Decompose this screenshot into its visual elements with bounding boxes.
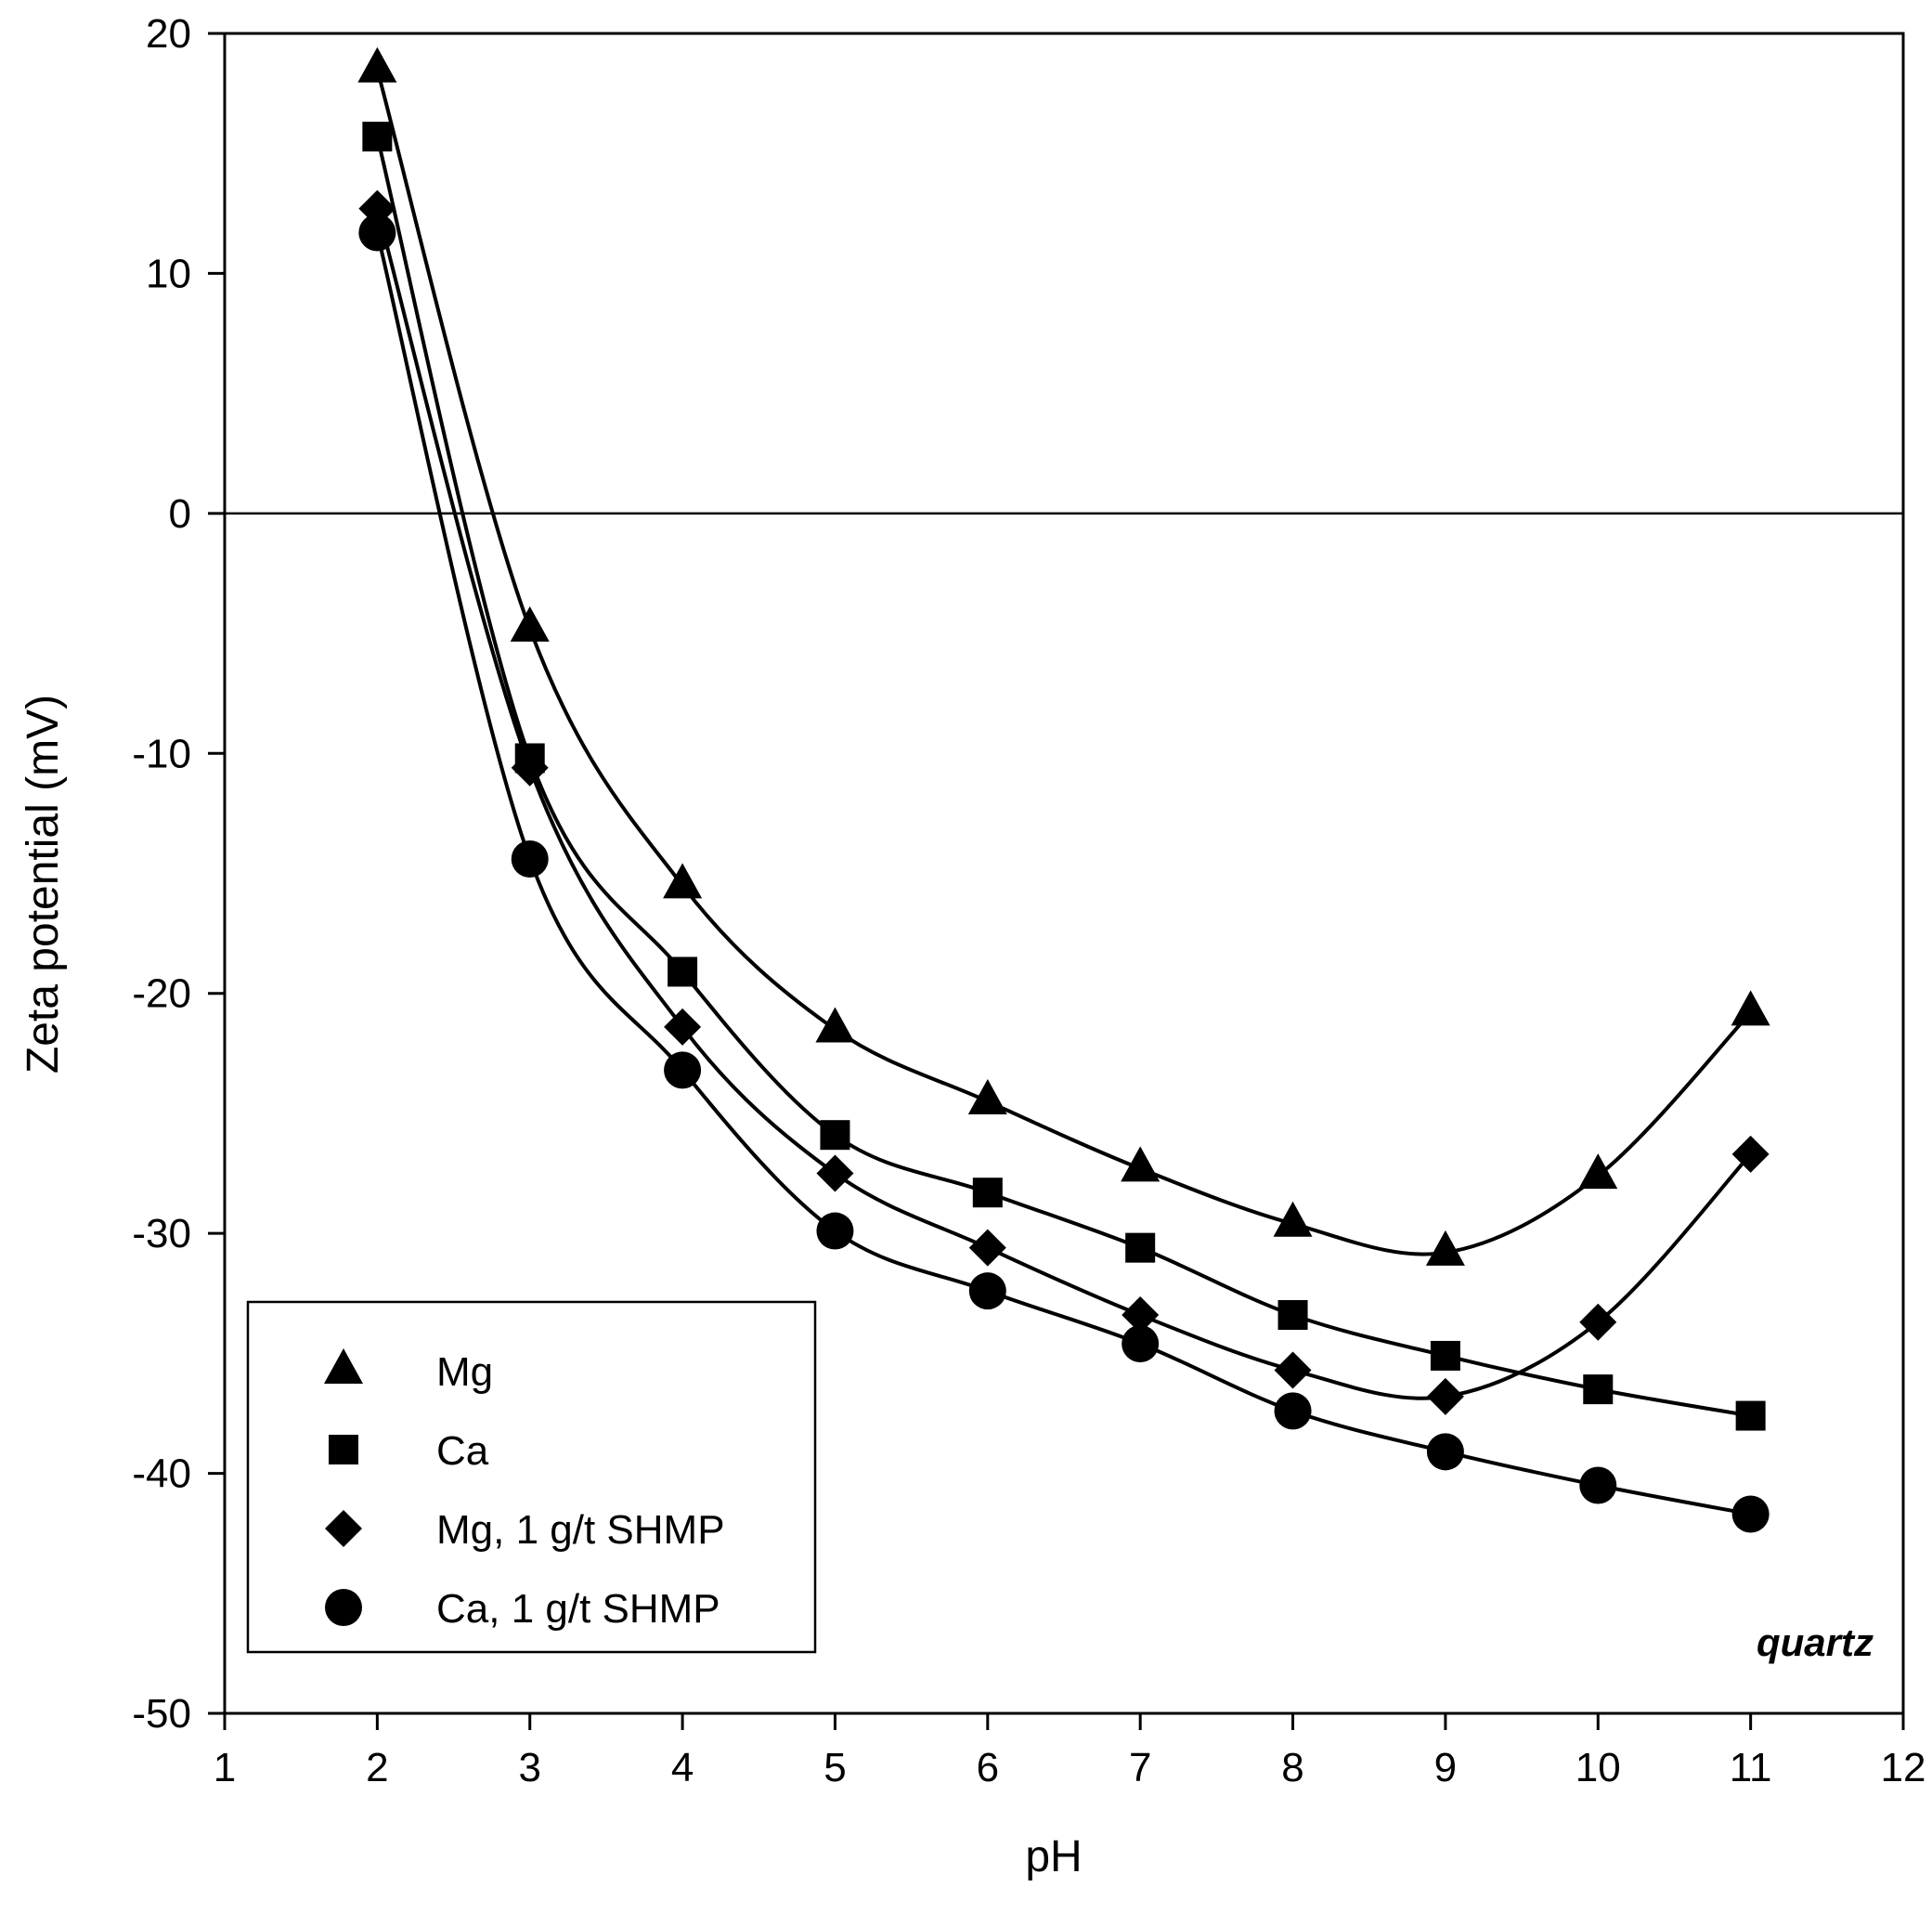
data-point (1578, 1153, 1618, 1190)
data-point (972, 1178, 1003, 1208)
y-tick-label: -20 (132, 971, 191, 1017)
data-point (968, 1229, 1006, 1267)
data-point (510, 605, 550, 642)
legend: Mg Ca Mg, 1 g/t SHMP Ca, 1 g/t SHMP (246, 1300, 817, 1654)
legend-label: Mg (436, 1349, 493, 1395)
data-point (1274, 1392, 1312, 1430)
series-square (362, 122, 1766, 1431)
series-diamond (358, 189, 1770, 1415)
data-point (1121, 1146, 1160, 1182)
x-tick-label: 7 (1129, 1745, 1151, 1790)
x-tick-label: 6 (977, 1745, 999, 1790)
y-tick-label: 10 (146, 251, 191, 296)
plot-frame (223, 32, 1905, 1715)
legend-label: Ca (436, 1428, 489, 1474)
data-point (816, 1212, 854, 1250)
data-point (664, 1051, 702, 1089)
series-circle (358, 214, 1770, 1533)
data-point (1731, 990, 1770, 1026)
data-point (1731, 1135, 1770, 1173)
data-point (968, 1272, 1006, 1310)
data-point (1274, 1351, 1312, 1389)
legend-entry: Mg, 1 g/t SHMP (325, 1507, 725, 1553)
legend-marker (329, 1435, 358, 1464)
data-point (1277, 1300, 1308, 1331)
data-point (668, 956, 698, 987)
series-line (375, 136, 1751, 1418)
x-tick-label: 12 (1881, 1745, 1926, 1790)
x-tick-label: 9 (1434, 1745, 1457, 1790)
legend-entry: Ca, 1 g/t SHMP (325, 1586, 720, 1632)
data-point (1583, 1374, 1614, 1405)
data-point (820, 1120, 850, 1151)
y-tick-label: 20 (146, 11, 191, 57)
data-point (511, 748, 549, 787)
data-point (816, 1154, 854, 1192)
x-axis-label: pH (1025, 1832, 1082, 1881)
y-tick-label: -40 (132, 1451, 191, 1497)
x-tick-label: 2 (366, 1745, 388, 1790)
series-layer (357, 46, 1770, 1533)
data-point (1122, 1296, 1160, 1334)
x-tick-label: 8 (1281, 1745, 1303, 1790)
legend-marker (325, 1510, 362, 1547)
x-tick-label: 5 (823, 1745, 846, 1790)
data-point (1426, 1433, 1464, 1471)
data-point (1425, 1230, 1465, 1266)
data-point (1731, 1495, 1770, 1533)
y-tick-label: -30 (132, 1211, 191, 1256)
legend-marker (324, 1348, 363, 1384)
data-point (663, 863, 703, 899)
data-point (1273, 1201, 1313, 1237)
x-tick-label: 4 (671, 1745, 694, 1790)
data-point (1579, 1303, 1617, 1341)
data-point (967, 1079, 1007, 1115)
data-point (1125, 1232, 1156, 1263)
data-point (815, 1007, 855, 1043)
legend-entry: Mg (324, 1348, 493, 1395)
legend-label: Mg, 1 g/t SHMP (436, 1507, 725, 1553)
data-point (357, 46, 397, 83)
y-axis-label: Zeta potential (mV) (19, 695, 68, 1074)
x-tick-label: 10 (1575, 1745, 1621, 1790)
data-point (664, 1008, 702, 1046)
legend-marker (325, 1589, 362, 1626)
series-triangle (357, 46, 1770, 1266)
data-point (1426, 1377, 1464, 1415)
x-tick-label: 11 (1730, 1745, 1772, 1790)
y-tick-label: -50 (132, 1691, 191, 1737)
data-point (1122, 1325, 1160, 1363)
data-point (1430, 1340, 1460, 1371)
data-point (358, 214, 396, 252)
x-tick-label: 3 (518, 1745, 540, 1790)
legend-label: Ca, 1 g/t SHMP (436, 1586, 720, 1632)
data-point (362, 122, 393, 152)
data-point (511, 839, 549, 878)
series-line (375, 69, 1753, 1256)
data-point (1735, 1400, 1766, 1431)
x-tick-label: 1 (214, 1745, 236, 1790)
data-point (1579, 1466, 1617, 1504)
y-tick-label: -10 (132, 731, 191, 776)
annotation-quartz: quartz (1757, 1620, 1874, 1664)
y-tick-label: 0 (169, 491, 191, 537)
legend-entry: Ca (329, 1428, 489, 1474)
